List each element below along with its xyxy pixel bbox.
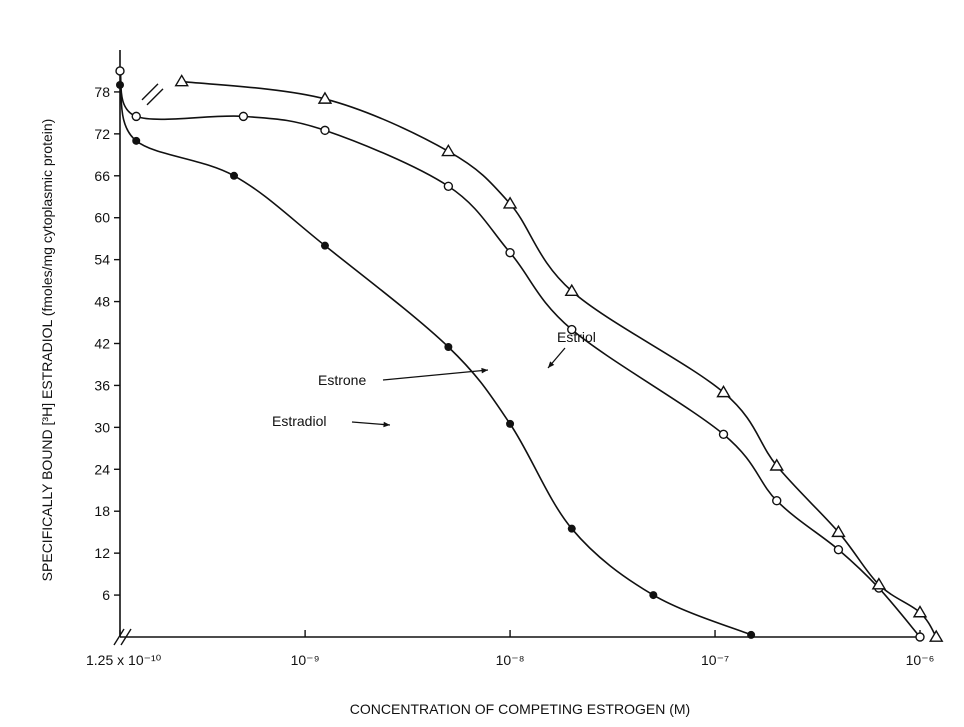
y-tick-label: 42 [94, 336, 110, 352]
data-point-estrone [772, 496, 782, 506]
annotations: Estriol Estrone Estradiol [272, 329, 596, 429]
data-point-estrone [915, 632, 925, 642]
data-point-estradiol [116, 80, 124, 89]
x-tick-label: 10⁻⁸ [496, 652, 525, 668]
data-point-estradiol [506, 419, 515, 428]
data-point-estrone [115, 66, 125, 76]
data-point-estriol [831, 524, 846, 538]
data-point-estriol [174, 74, 189, 87]
annotation-arrow-estradiol-head [383, 421, 390, 428]
y-tick-label: 12 [94, 545, 110, 561]
series-line-estradiol [119, 84, 752, 636]
y-tick-label: 54 [94, 252, 110, 268]
data-point-estriol [912, 605, 928, 618]
y-tick-label: 6 [102, 587, 110, 603]
series-markers [115, 66, 944, 642]
annotation-arrow-estriol-head [548, 361, 555, 368]
y-tick-label: 78 [94, 84, 110, 100]
data-point-estriol [441, 143, 456, 157]
x-axis-break [113, 628, 132, 646]
annotation-estriol: Estriol [557, 329, 596, 345]
series-line-estrone [119, 70, 921, 638]
data-point-estriol [564, 283, 579, 296]
axes: 6 12 18 24 30 36 42 48 54 60 66 72 78 1.25 x 10⁻¹⁰ 10⁻… [86, 50, 934, 668]
series-break [141, 83, 164, 106]
data-point-estrone [718, 429, 729, 440]
data-point-estrone [238, 111, 249, 122]
data-point-estradiol [320, 241, 329, 250]
y-tick-label: 60 [94, 210, 110, 226]
data-point-estrone [131, 111, 141, 122]
data-point-estradiol [747, 630, 756, 639]
y-tick-label: 66 [94, 168, 110, 184]
data-point-estrone [505, 247, 515, 258]
data-point-estradiol [567, 524, 576, 533]
y-tick-label: 72 [94, 126, 110, 142]
data-point-estradiol [444, 342, 453, 351]
x-axis-title: CONCENTRATION OF COMPETING ESTROGEN (M) [350, 701, 690, 717]
data-point-estriol [502, 196, 518, 209]
y-axis-title: SPECIFICALLY BOUND [³H] ESTRADIOL (fmole… [39, 119, 55, 582]
annotation-arrow-estrone [382, 369, 489, 381]
x-tick-label: 10⁻⁹ [291, 652, 320, 668]
data-point-estriol [769, 458, 784, 471]
data-point-estriol [929, 629, 944, 642]
y-tick-label: 30 [94, 419, 110, 435]
y-tick-label: 18 [94, 503, 110, 519]
series-line-estriol [181, 80, 937, 638]
annotation-arrow-estrone-head [481, 367, 488, 374]
data-point-estradiol [649, 591, 658, 600]
annotation-estradiol: Estradiol [272, 413, 326, 429]
data-point-estrone [833, 544, 844, 555]
data-point-estrone [443, 181, 454, 191]
data-point-estriol [317, 91, 333, 104]
series-curves [119, 70, 937, 638]
data-point-estradiol [132, 136, 141, 145]
y-tick-label: 48 [94, 294, 110, 310]
data-point-estriol [871, 577, 887, 590]
x-tick-label: 10⁻⁷ [701, 652, 729, 668]
annotation-estrone: Estrone [318, 372, 366, 388]
y-tick-label: 36 [94, 377, 110, 393]
x-tick-label: 1.25 x 10⁻¹⁰ [86, 652, 162, 668]
data-point-estriol [716, 385, 731, 398]
data-point-estradiol [230, 171, 239, 180]
x-tick-label: 10⁻⁶ [906, 652, 935, 668]
y-tick-label: 24 [94, 461, 110, 477]
data-point-estrone [567, 324, 577, 335]
data-point-estrone [320, 125, 330, 136]
